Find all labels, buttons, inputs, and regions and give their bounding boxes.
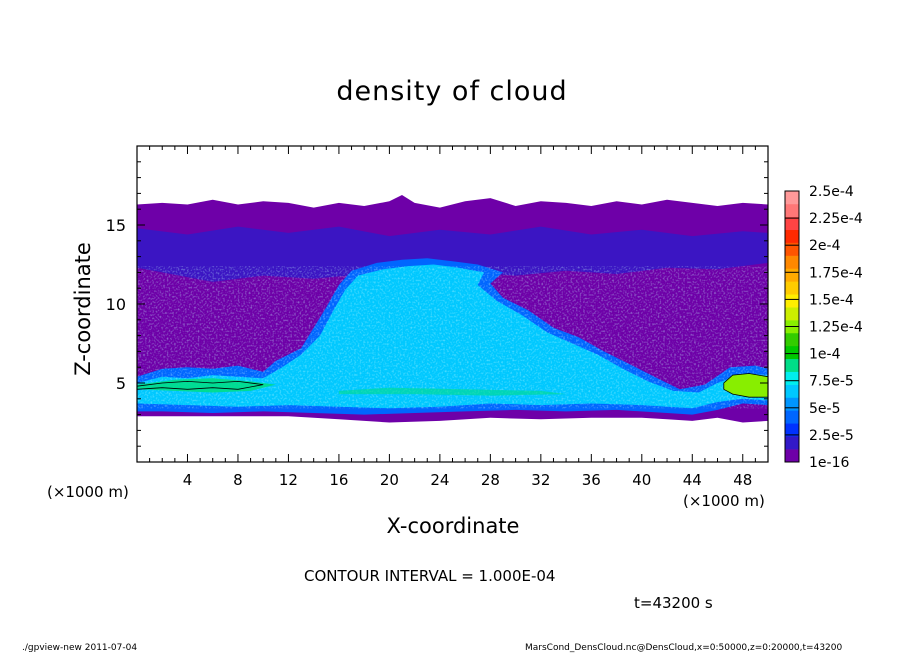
x-tick-label: 16	[329, 471, 348, 489]
low-layer-streak	[338, 387, 567, 396]
y-tick-label: 10	[106, 295, 126, 314]
colorbar-swatch	[785, 216, 799, 231]
contour-level-5e-5	[137, 258, 768, 415]
x-axis-label: X-coordinate	[386, 514, 520, 538]
contour-interval-label: CONTOUR INTERVAL = 1.000E-04	[304, 567, 556, 585]
y-tick-label: 5	[116, 374, 126, 393]
contour-line-1e-4-right	[723, 373, 768, 398]
y-tick-label: 15	[106, 216, 126, 235]
colorbar-swatch	[785, 345, 799, 360]
colorbar-swatch	[785, 268, 799, 282]
x-tick-label: 4	[183, 471, 193, 489]
plot-area	[137, 195, 768, 423]
colorbar-swatch	[785, 410, 799, 424]
colorbar-label: 1.5e-4	[809, 292, 854, 308]
colorbar-label: 1.25e-4	[809, 320, 863, 336]
plot-frame	[136, 145, 769, 463]
colorbar-swatch	[785, 255, 799, 269]
colorbar-swatch	[785, 358, 799, 372]
x-tick-label: 8	[233, 471, 243, 489]
x-tick-label: 36	[582, 471, 601, 489]
colorbar-swatch	[785, 449, 799, 463]
colorbar-label: 2.5e-4	[809, 184, 854, 200]
cloud-texture	[137, 266, 768, 409]
colorbar-swatch	[785, 384, 799, 398]
x-unit-label-left: (×1000 m)	[47, 483, 129, 501]
colorbar-swatch	[785, 436, 799, 450]
colorbar-swatch	[785, 371, 799, 385]
footer-data-source: MarsCond_DensCloud.nc@DensCloud,x=0:5000…	[525, 643, 843, 653]
contour-level-1.5e-4-patch	[723, 373, 768, 398]
colorbar-swatch	[785, 307, 799, 321]
x-tick-label: 44	[683, 471, 702, 489]
colorbar-swatch	[785, 281, 799, 295]
colorbar-label: 7.5e-5	[809, 374, 854, 390]
x-tick-label: 12	[279, 471, 298, 489]
x-tick-label: 40	[632, 471, 651, 489]
contour-level-1e-16	[137, 195, 768, 423]
colorbar-swatch	[785, 423, 799, 437]
colorbar-swatch	[785, 203, 799, 218]
x-tick-label: 20	[380, 471, 399, 489]
chart-title: density of cloud	[336, 76, 568, 107]
colorbar-label: 1e-16	[809, 455, 849, 471]
y-axis-label: Z-coordinate	[71, 242, 95, 376]
x-tick-label: 32	[531, 471, 550, 489]
colorbar-swatch	[785, 294, 799, 308]
x-unit-label-right: (×1000 m)	[683, 492, 765, 510]
colorbar-swatch	[785, 242, 799, 256]
colorbar-label: 5e-5	[809, 401, 840, 417]
colorbar-swatch	[785, 191, 799, 205]
footer-program-date: ./gpview-new 2011-07-04	[22, 643, 138, 653]
colorbar-label: 1.75e-4	[809, 265, 863, 281]
colorbar-frame	[784, 190, 800, 463]
colorbar-label: 1e-4	[809, 347, 841, 363]
contour-line-1e-4-left	[137, 380, 264, 390]
x-tick-label: 24	[430, 471, 449, 489]
contour-level-2.5e-5-band	[137, 226, 768, 282]
colorbar-swatch	[785, 229, 799, 243]
colorbar-label: 2.25e-4	[809, 211, 863, 227]
contour-level-7.5e-5	[137, 264, 768, 409]
x-tick-label: 48	[733, 471, 752, 489]
x-tick-label: 28	[481, 471, 500, 489]
time-label: t=43200 s	[634, 594, 713, 612]
colorbar: 1e-16 2.5e-5 5e-5 7.5e-5 1e-4 1.25e-4 1.5e-4 1.…	[784, 184, 863, 471]
colorbar-label: 2e-4	[809, 238, 841, 254]
colorbar-swatch	[785, 332, 799, 347]
colorbar-swatch	[785, 397, 799, 411]
low-layer-patch-left	[137, 378, 276, 393]
colorbar-label: 2.5e-5	[809, 428, 854, 444]
colorbar-swatch	[785, 320, 799, 334]
